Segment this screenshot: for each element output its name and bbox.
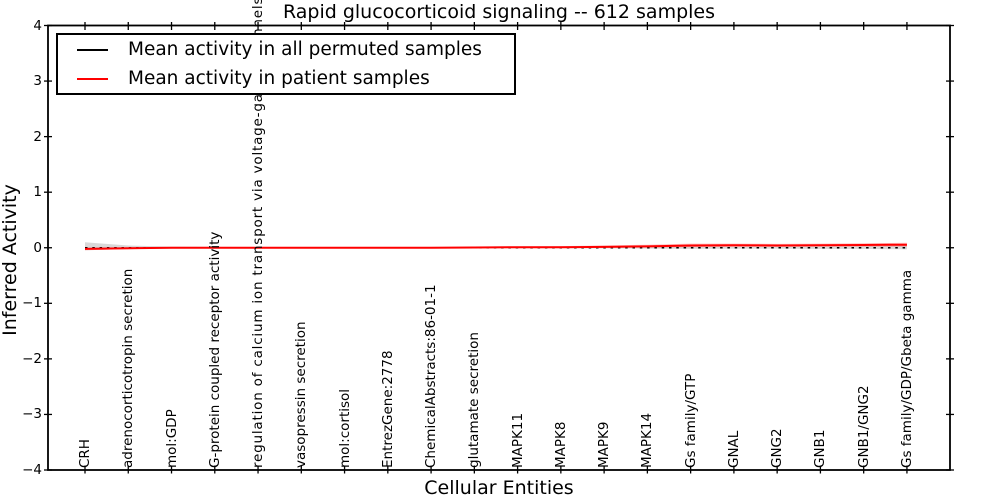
- y-axis-label: Inferred Activity: [0, 184, 21, 336]
- x-tick-label: G-protein coupled receptor activity: [206, 231, 223, 468]
- y-tick-label: −4: [22, 462, 42, 478]
- x-tick-label: Gs family/GTP: [682, 373, 699, 468]
- x-tick-label: EntrezGene:2778: [379, 350, 396, 468]
- legend: Mean activity in all permuted samples Me…: [56, 33, 516, 95]
- patient-line-sample-icon: [77, 77, 108, 80]
- legend-label-patient: Mean activity in patient samples: [128, 68, 430, 89]
- y-tick-label: 4: [33, 17, 42, 34]
- chart-title: Rapid glucocorticoid signaling -- 612 sa…: [282, 1, 716, 23]
- x-tick-label: glutamate secretion: [466, 332, 483, 468]
- y-tick-label: 1: [33, 184, 42, 201]
- x-tick-label: GNAL: [725, 430, 742, 468]
- x-tick-label: ChemicalAbstracts:86-01-1: [423, 284, 440, 468]
- x-tick-label: GNB1/GNG2: [855, 385, 872, 468]
- legend-item-permuted: Mean activity in all permuted samples: [58, 35, 514, 64]
- x-tick-label: MAPK8: [552, 421, 569, 468]
- y-tick-label: 2: [33, 128, 42, 145]
- legend-label-permuted: Mean activity in all permuted samples: [128, 39, 482, 60]
- x-tick-label: MAPK9: [596, 421, 613, 468]
- legend-item-patient: Mean activity in patient samples: [58, 64, 514, 93]
- x-axis-label: Cellular Entities: [424, 477, 574, 499]
- mean-activity-in-patient-samples-line: [84, 243, 907, 250]
- x-tick-label: MAPK14: [639, 412, 656, 468]
- x-tick-label: Gs family/GDP/Gbeta gamma: [898, 269, 915, 468]
- y-tick-label: 0: [33, 239, 42, 256]
- y-tick-label: 3: [33, 73, 42, 90]
- permuted-line-sample-icon: [77, 48, 108, 51]
- x-tick-label: GNG2: [769, 428, 786, 468]
- x-tick-label: vasopressin secretion: [293, 321, 310, 468]
- x-tick-label: MAPK11: [509, 412, 526, 468]
- x-tick-label: GNB1: [812, 429, 829, 468]
- x-tick-label: CRH: [77, 439, 93, 468]
- x-tick-label: adrenocorticotropin secretion: [120, 268, 137, 468]
- x-tick-label: mol:cortisol: [336, 388, 353, 468]
- x-tick-label: mol:GDP: [163, 409, 180, 468]
- y-tick-label: −1: [22, 295, 42, 312]
- y-tick-label: −2: [22, 350, 42, 367]
- y-tick-label: −3: [22, 406, 42, 423]
